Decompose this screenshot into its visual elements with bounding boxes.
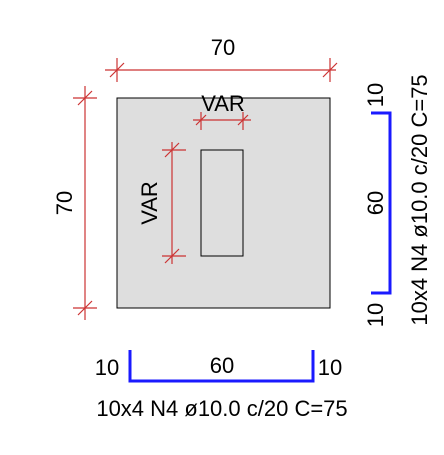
side-rebar-spec: 10x4 N4 ø10.0 c/20 C=75 (407, 74, 432, 325)
bottom-rebar-span: 60 (210, 353, 234, 378)
opening-width-dimension: VAR (193, 91, 251, 130)
opening-width-label: VAR (201, 91, 245, 116)
side-rebar-span: 60 (363, 191, 388, 215)
side-rebar-top-leg: 10 (363, 83, 388, 107)
height-dimension: 70 (52, 86, 97, 320)
bottom-rebar-left-leg: 10 (95, 355, 119, 380)
concrete-section (116, 97, 331, 309)
side-rebar: 10 60 10 10x4 N4 ø10.0 c/20 C=75 (363, 74, 432, 327)
bottom-rebar-shape (128, 350, 315, 383)
opening-height-label: VAR (137, 181, 162, 225)
height-label: 70 (52, 191, 77, 215)
width-label: 70 (211, 35, 235, 60)
bottom-rebar-right-leg: 10 (318, 355, 342, 380)
opening (200, 149, 244, 257)
opening-height-dimension: VAR (137, 142, 186, 264)
side-rebar-shape (371, 111, 392, 295)
width-dimension: 70 (105, 35, 338, 82)
bottom-rebar-spec: 10x4 N4 ø10.0 c/20 C=75 (96, 396, 347, 421)
side-rebar-bottom-leg: 10 (363, 303, 388, 327)
bottom-rebar: 10 60 10 10x4 N4 ø10.0 c/20 C=75 (95, 350, 348, 421)
